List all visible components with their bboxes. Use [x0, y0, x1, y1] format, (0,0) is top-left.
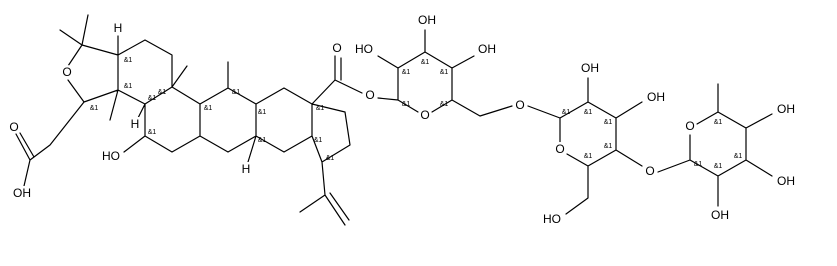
stereo-label: &1 [124, 57, 133, 64]
stereo-label: &1 [440, 69, 449, 76]
stereo-label: &1 [694, 161, 703, 168]
stereo-label: &1 [714, 163, 723, 170]
atom-label: HO [543, 212, 561, 226]
stereo-label: &1 [584, 153, 593, 160]
stereo-label: &1 [258, 109, 267, 116]
stereo-label: &1 [90, 105, 99, 112]
atom-label: O [685, 119, 694, 133]
stereo-label: &1 [314, 137, 323, 144]
stereo-label: &1 [258, 137, 267, 144]
stereo-label: &1 [232, 89, 241, 96]
stereo-label: &1 [714, 119, 723, 126]
stereo-label: &1 [326, 155, 335, 162]
stereo-label: &1 [148, 129, 157, 136]
atom-label: OH [581, 61, 599, 75]
atom-label: O [645, 164, 654, 178]
atom-label: O [9, 120, 18, 134]
stereo-label: &1 [124, 83, 133, 90]
atom-label: O [555, 142, 564, 156]
atom-label: H [114, 21, 123, 35]
stereo-label: &1 [402, 101, 411, 108]
stereo-label: &1 [158, 89, 167, 96]
stereo-label: &1 [584, 109, 593, 116]
atom-label: OH [777, 174, 795, 188]
stereo-labels: &1&1&1&1&1&1&1&1&1&1&1&1&1&1&1&1&1&1&1 &1… [90, 57, 743, 170]
atom-label: OH [711, 208, 729, 222]
stereo-label: &1 [440, 101, 449, 108]
stereo-label: &1 [734, 153, 743, 160]
stereo-label: &1 [316, 105, 325, 112]
atom-label: H [131, 117, 140, 131]
stereo-label: &1 [604, 143, 613, 150]
atom-label: HO [355, 42, 373, 56]
atom-label: O [420, 108, 429, 122]
stereo-label: &1 [421, 59, 430, 66]
atom-label: OH [418, 13, 436, 27]
stereo-label: &1 [204, 105, 213, 112]
atom-label: O [515, 98, 524, 112]
atom-label: OH [13, 186, 31, 200]
atom-label: O [332, 41, 341, 55]
atom-label: H [242, 162, 251, 176]
atom-label: OH [478, 42, 496, 56]
atom-label: OH [777, 102, 795, 116]
skeleton-bonds [15, 14, 773, 226]
stereo-label: &1 [604, 119, 613, 126]
atom-label: OH [647, 90, 665, 104]
stereo-label: &1 [402, 69, 411, 76]
stereo-label: &1 [148, 95, 157, 102]
atom-label: HO [102, 149, 120, 163]
atom-label: O [62, 65, 71, 79]
atom-label: O [365, 88, 374, 102]
stereo-label: &1 [562, 109, 571, 116]
